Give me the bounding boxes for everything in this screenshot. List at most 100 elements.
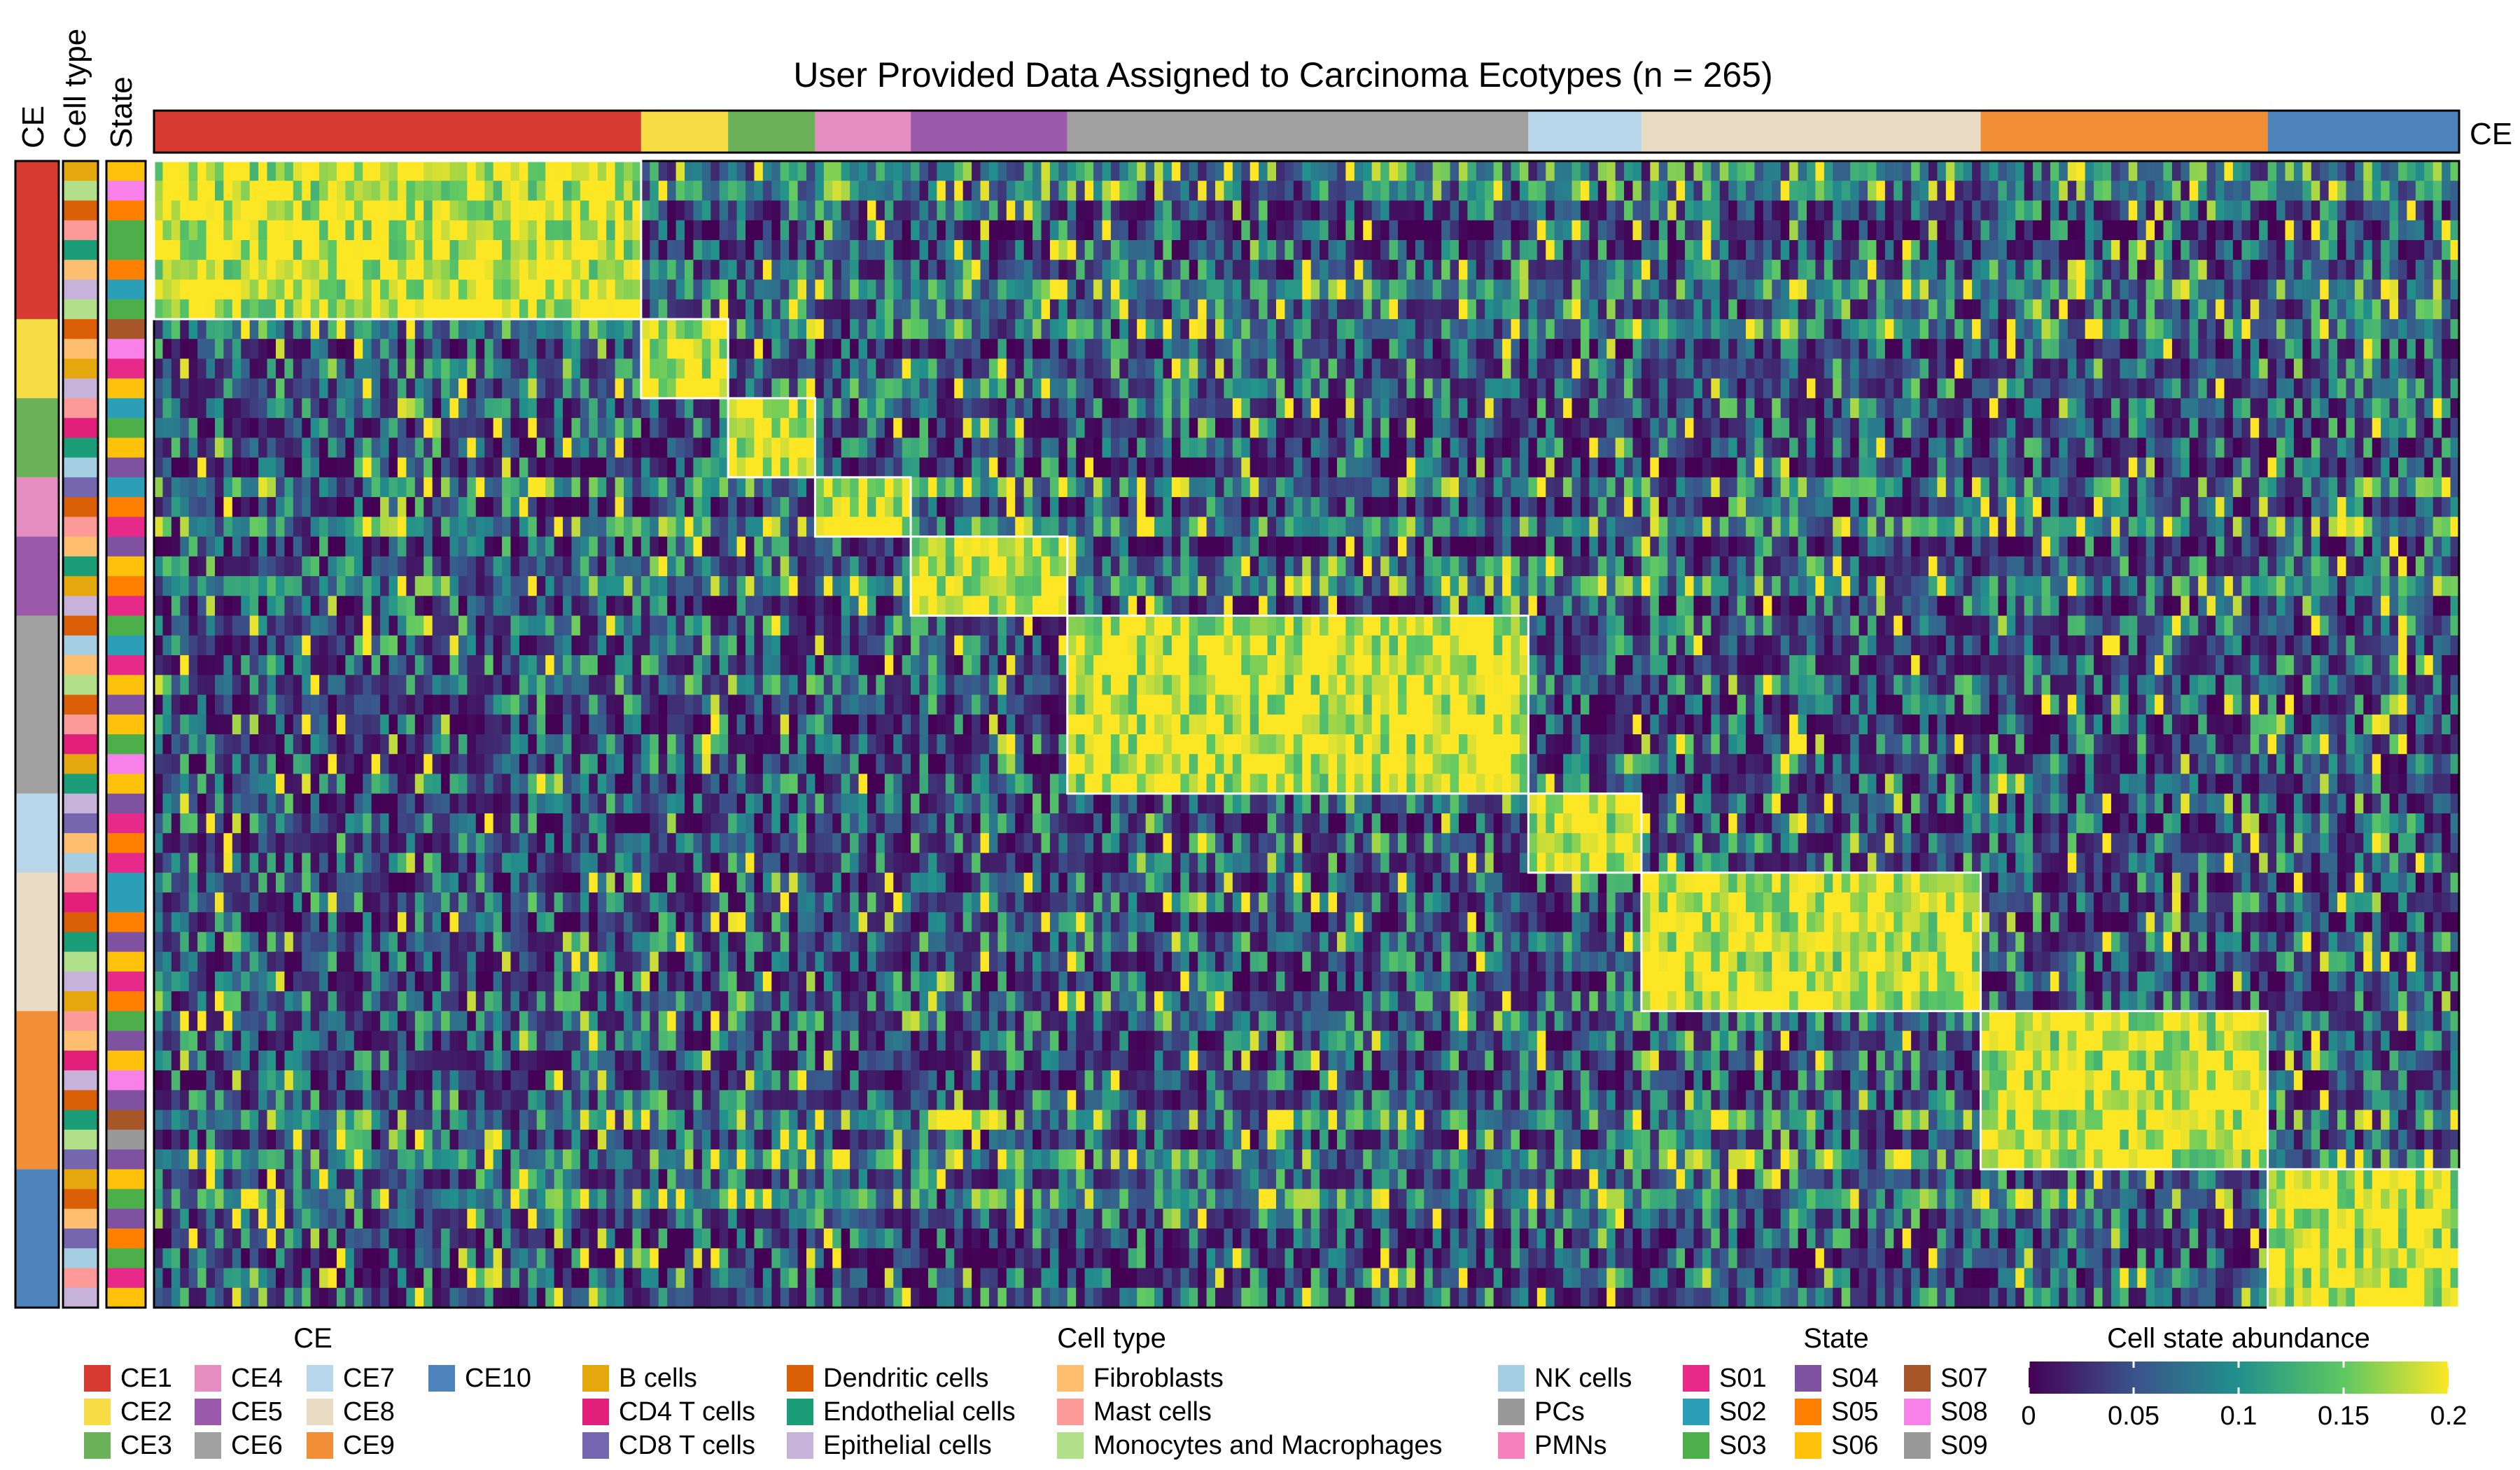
heatmap-cell [2102,398,2112,419]
heatmap-cell [1989,318,1998,340]
heatmap-cell [1868,398,1877,419]
heatmap-cell [2363,339,2373,359]
heatmap-cell [1328,279,1338,300]
heatmap-cell [1336,239,1346,260]
heatmap-cell [2450,358,2460,379]
heatmap-cell [693,339,703,359]
heatmap-cell [2076,299,2086,320]
heatmap-cell [1789,318,1799,340]
heatmap-cell [2094,318,2104,340]
heatmap-cell [2302,378,2312,399]
row-cell-type-swatch [63,1070,98,1091]
heatmap-cell [1389,339,1399,359]
heatmap-cell [1563,477,1573,498]
heatmap-cell [832,181,842,201]
heatmap-cell [2285,378,2295,399]
heatmap-cell [354,457,363,478]
heatmap-cell [1963,438,1973,458]
heatmap-cell [1841,457,1851,478]
heatmap-cell [2206,358,2216,379]
heatmap-cell [406,299,416,320]
heatmap-cell [736,378,746,399]
heatmap-cell [1371,220,1381,241]
heatmap-cell [1615,438,1625,458]
heatmap-cell [919,260,929,280]
heatmap-cell [467,378,477,399]
heatmap-cell [850,358,860,379]
heatmap-cell [1658,339,1668,359]
heatmap-cell [1841,200,1851,221]
heatmap-cell [1276,239,1285,260]
heatmap-cell [2110,161,2120,181]
heatmap-cell [1928,299,1938,320]
heatmap-cell [1998,318,2008,340]
heatmap-cell [972,438,981,458]
heatmap-cell [1076,358,1086,379]
heatmap-cell [2155,378,2164,399]
heatmap-cell [867,260,876,280]
row-bar-border [14,160,60,1309]
heatmap-cell [354,239,363,260]
heatmap-cell [919,398,929,419]
heatmap-cell [241,260,251,280]
heatmap-cell [746,517,755,538]
heatmap-cell [658,299,668,320]
heatmap-cell [1572,318,1581,340]
heatmap-cell [676,477,685,498]
heatmap-cell [606,457,616,478]
heatmap-cell [1032,457,1042,478]
heatmap-cell [2163,318,2173,340]
heatmap-cell [1180,161,1190,181]
heatmap-cell [1502,200,1512,221]
heatmap-cell [1250,299,1259,320]
heatmap-cell [597,260,607,280]
heatmap-cell [197,318,207,340]
heatmap-cell [980,239,990,260]
heatmap-cell [1850,497,1860,517]
heatmap-cell [2085,279,2094,300]
heatmap-cell [2259,260,2269,280]
heatmap-cell [1711,220,1721,241]
heatmap-cell [2354,318,2364,340]
heatmap-cell [2389,438,2399,458]
heatmap-cell [519,161,528,181]
heatmap-cell [493,299,503,320]
heatmap-cell [1363,318,1373,340]
heatmap-cell [1650,457,1660,478]
row-cell-type-swatch [63,418,98,438]
heatmap-cell [701,497,711,517]
heatmap-cell [1023,398,1033,419]
heatmap-cell [2110,200,2120,221]
heatmap-cell [1963,398,1973,419]
heatmap-cell [1876,260,1886,280]
heatmap-cell [2328,398,2338,419]
heatmap-cell [2120,497,2129,517]
heatmap-cell [1641,477,1651,498]
heatmap-cell [1250,220,1259,241]
heatmap-cell [1336,497,1346,517]
heatmap-cell [815,200,825,221]
heatmap-cell [1371,477,1381,498]
heatmap-cell [1354,299,1364,320]
heatmap-cell [2381,299,2390,320]
heatmap-cell [884,457,894,478]
heatmap-cell [606,477,616,498]
heatmap-cell [1093,339,1102,359]
heatmap-cell [354,260,363,280]
heatmap-cell [363,318,372,340]
heatmap-cell [1911,398,1921,419]
heatmap-cell [414,418,424,438]
heatmap-cell [1658,181,1668,201]
heatmap-cell [1685,339,1694,359]
heatmap-cell [1206,260,1216,280]
heatmap-cell [1476,378,1485,399]
heatmap-cell [162,200,172,221]
heatmap-cell [2302,279,2312,300]
heatmap-cell [1006,398,1016,419]
heatmap-cell [302,181,312,201]
heatmap-cell [911,181,920,201]
heatmap-cell [1823,358,1833,379]
heatmap-cell [1876,418,1886,438]
heatmap-cell [2267,181,2277,201]
heatmap-cell [388,418,398,438]
